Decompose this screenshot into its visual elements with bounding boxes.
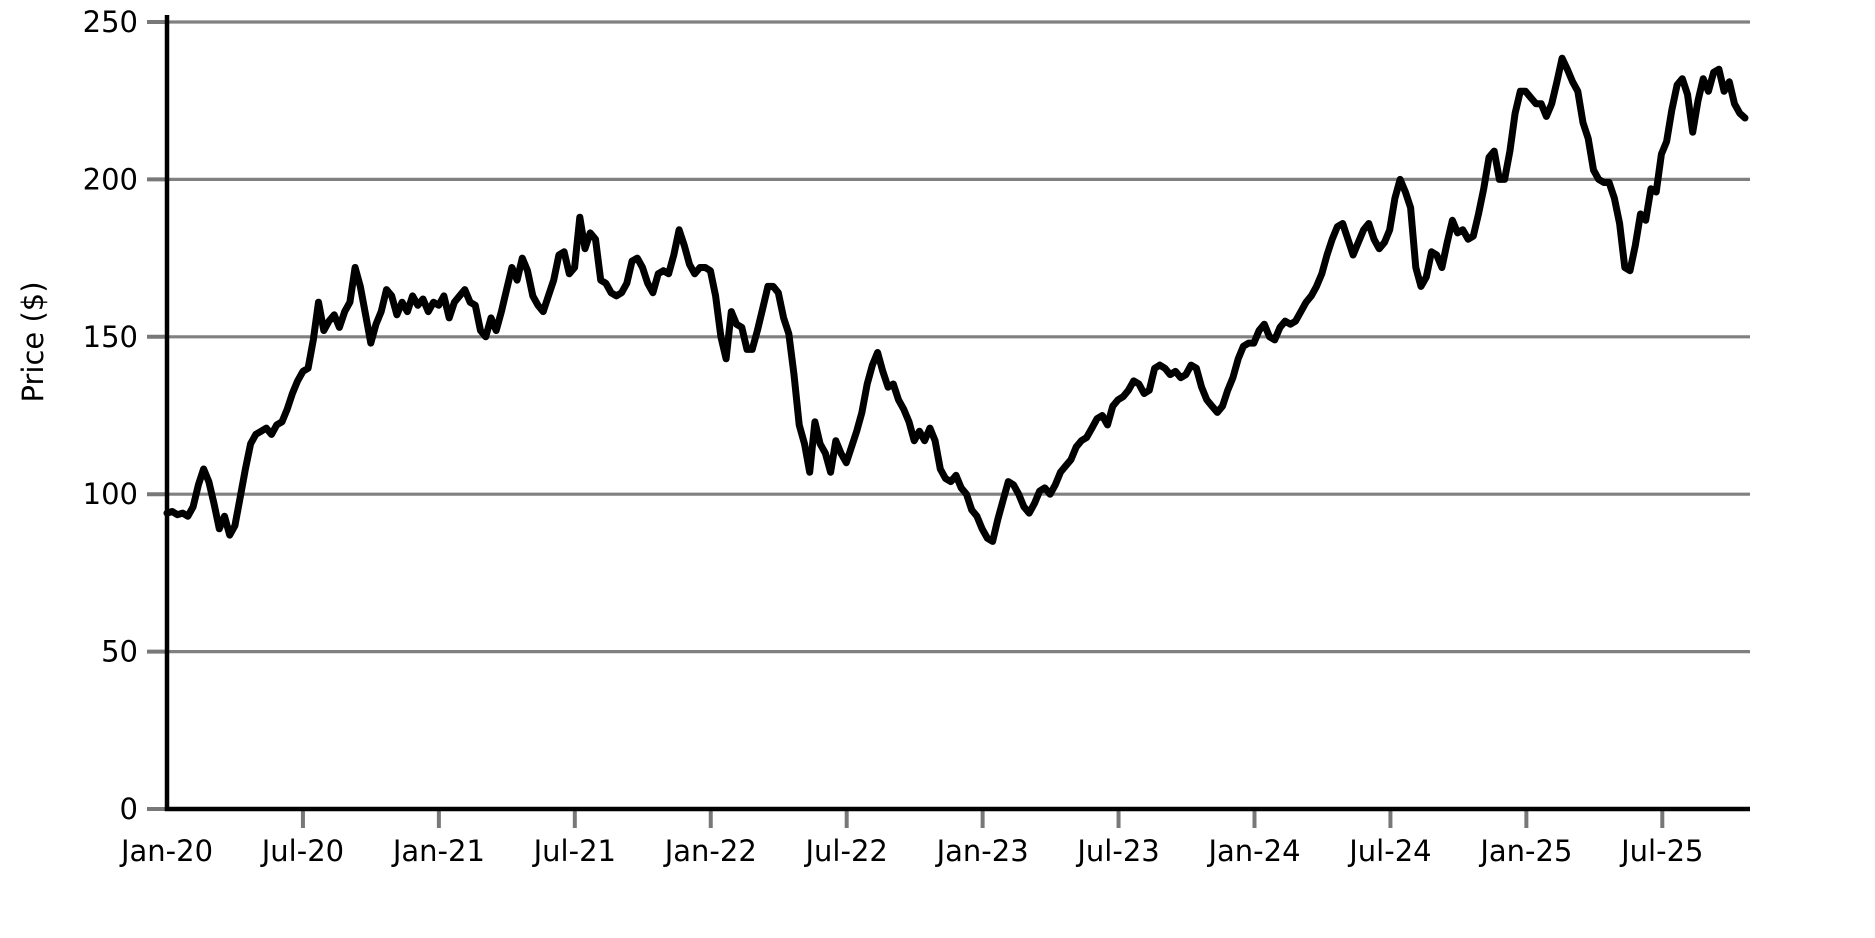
y-tick-label-0: 0 bbox=[120, 792, 138, 826]
x-tick-label-Jan-21: Jan-21 bbox=[391, 834, 485, 868]
price-series-line bbox=[163, 54, 1749, 545]
y-tick-label-50: 50 bbox=[101, 635, 138, 669]
x-tick-label-Jul-21: Jul-21 bbox=[532, 834, 616, 868]
x-tick-label-Jan-22: Jan-22 bbox=[663, 834, 757, 868]
y-axis-title: Price ($) bbox=[16, 281, 50, 402]
y-tick-label-250: 250 bbox=[83, 5, 138, 39]
x-tick-label-Jan-24: Jan-24 bbox=[1206, 834, 1300, 868]
x-tick-label-Jan-23: Jan-23 bbox=[935, 834, 1029, 868]
x-tick-label-Jul-23: Jul-23 bbox=[1075, 834, 1159, 868]
y-tick-label-150: 150 bbox=[83, 320, 138, 354]
x-tick-label-Jul-22: Jul-22 bbox=[804, 834, 888, 868]
x-tick-label-Jul-20: Jul-20 bbox=[260, 834, 344, 868]
x-tick-label-Jan-20: Jan-20 bbox=[119, 834, 213, 868]
y-tick-label-200: 200 bbox=[83, 162, 138, 196]
y-tick-label-100: 100 bbox=[83, 477, 138, 511]
x-tick-label-Jul-24: Jul-24 bbox=[1347, 834, 1431, 868]
x-tick-label-Jan-25: Jan-25 bbox=[1478, 834, 1572, 868]
x-tick-label-Jul-25: Jul-25 bbox=[1619, 834, 1703, 868]
